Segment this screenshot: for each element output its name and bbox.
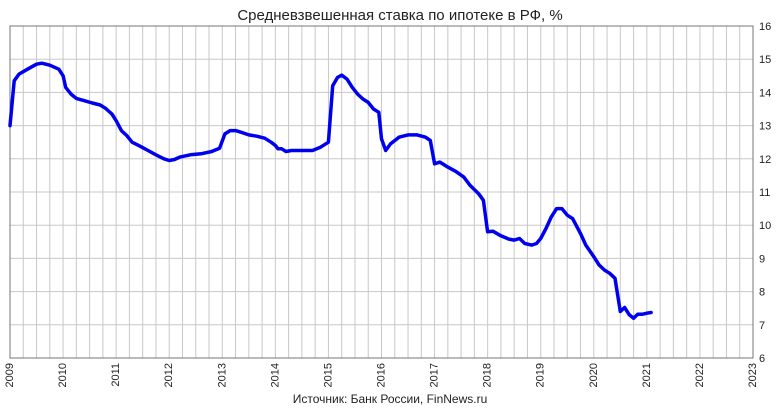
y-tick-label: 15 xyxy=(759,54,771,66)
series-layer xyxy=(8,61,653,320)
y-tick-label: 9 xyxy=(759,253,765,265)
y-tick-label: 8 xyxy=(759,287,765,299)
plot-frame xyxy=(9,25,754,359)
series-line xyxy=(8,61,653,320)
x-tick-label: 2014 xyxy=(269,363,281,387)
y-tick-label: 14 xyxy=(759,87,771,99)
y-tick-label: 12 xyxy=(759,154,771,166)
x-tick-label: 2021 xyxy=(641,363,653,387)
x-tick-label: 2012 xyxy=(163,363,175,387)
y-tick-label: 7 xyxy=(759,320,765,332)
y-tick-label: 16 xyxy=(759,21,771,33)
chart-title: Средневзвешенная ставка по ипотеке в РФ,… xyxy=(237,7,562,24)
x-tick-label: 2019 xyxy=(535,363,547,387)
x-tick-label: 2023 xyxy=(747,363,759,387)
x-tick-label: 2016 xyxy=(376,363,388,387)
x-tick-label: 2015 xyxy=(322,363,334,387)
x-tick-label: 2020 xyxy=(588,363,600,387)
y-tick-label: 6 xyxy=(759,353,765,365)
x-tick-label: 2018 xyxy=(482,363,494,387)
x-tick-label: 2011 xyxy=(110,363,122,387)
y-tick-label: 13 xyxy=(759,121,771,133)
x-tick-label: 2022 xyxy=(694,363,706,387)
x-tick-label: 2017 xyxy=(429,363,441,387)
x-tick-label: 2010 xyxy=(57,363,69,387)
chart-source: Источник: Банк России, FinNews.ru xyxy=(293,392,488,406)
x-tick-label: 2013 xyxy=(216,363,228,387)
x-tick-label: 2009 xyxy=(4,363,16,387)
y-tick-label: 11 xyxy=(759,187,770,199)
y-tick-label: 10 xyxy=(759,220,771,232)
axes: 2009 2010 2011 2012 2013 2014 2015 2016 2017 2018… xyxy=(4,21,771,387)
